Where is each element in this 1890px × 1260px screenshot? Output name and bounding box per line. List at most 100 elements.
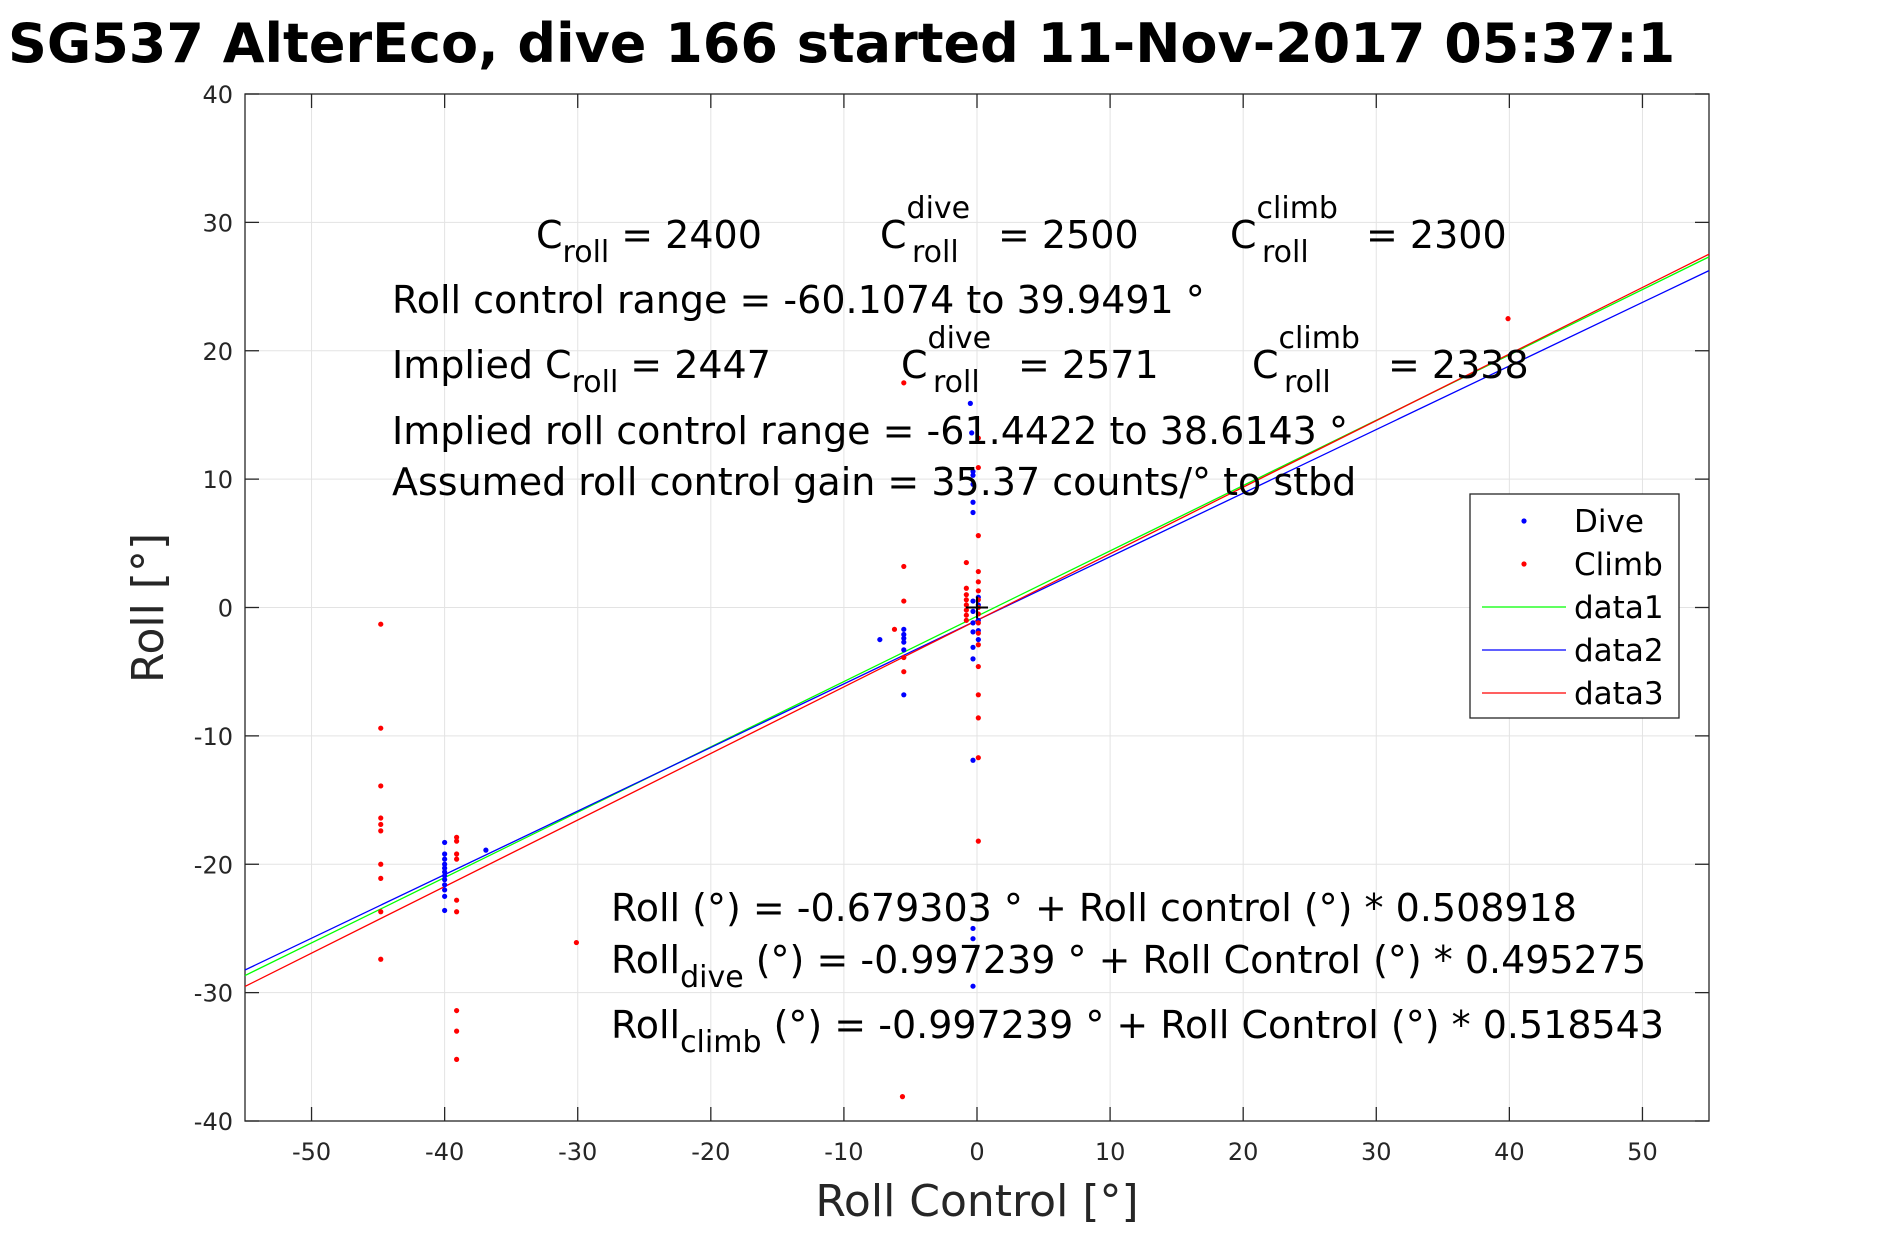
point-dive (970, 936, 976, 942)
point-dive (442, 877, 448, 883)
annotation-fit-dive: Rolldive (°) = -0.997239 ° + Roll Contro… (611, 938, 1646, 995)
annotation-implied-c-dive: Cdive roll = 2571 (901, 321, 1159, 400)
point-climb (963, 592, 969, 598)
point-dive (970, 644, 976, 650)
point-climb (891, 626, 898, 632)
point-dive (970, 598, 976, 604)
annotation-c-roll-dive: Cdive roll = 2500 (880, 191, 1139, 270)
point-dive (901, 631, 907, 638)
point-dive (442, 893, 448, 899)
point-climb (975, 588, 981, 594)
y-axis-label: Roll [°] (123, 533, 174, 683)
point-climb (963, 602, 969, 608)
legend-marker-climb (1521, 561, 1527, 567)
point-climb (454, 856, 460, 862)
point-climb (975, 533, 981, 539)
axis-ticks: -50 -40 -30 -20 -10 0 10 20 30 40 50 -40 -30 -20 -10 0 1… (194, 81, 1709, 1166)
point-climb (454, 838, 460, 844)
y-tick-label: -40 (194, 1108, 233, 1136)
point-climb (378, 828, 384, 834)
point-climb (378, 783, 384, 789)
x-tick-label: 20 (1228, 1138, 1259, 1166)
data-points (378, 316, 1511, 1100)
point-climb (975, 435, 981, 441)
point-dive (970, 472, 976, 478)
point-dive (970, 656, 976, 662)
point-dive (901, 635, 907, 641)
y-tick-label: 30 (202, 209, 233, 237)
point-climb (378, 815, 384, 821)
point-climb (454, 897, 460, 903)
point-climb (975, 630, 981, 636)
point-climb (901, 654, 907, 661)
point-dive (901, 647, 907, 653)
point-dive (877, 636, 883, 643)
annotation-c-roll: Croll = 2400 (536, 213, 762, 270)
point-climb (963, 607, 969, 613)
y-tick-label: 0 (218, 595, 233, 623)
point-climb (975, 663, 981, 670)
annotation-c-roll-climb: Cclimb roll = 2300 (1230, 191, 1507, 270)
x-tick-label: -20 (691, 1138, 730, 1166)
point-dive (975, 636, 981, 643)
point-climb (378, 861, 384, 867)
point-dive (442, 861, 448, 867)
legend-label: Climb (1574, 547, 1663, 583)
point-climb (378, 956, 384, 962)
point-climb (901, 563, 907, 570)
annotation-implied-c-climb: Cclimb roll = 2338 (1252, 321, 1529, 400)
x-axis-label: Roll Control [°] (815, 1176, 1138, 1227)
point-climb (454, 1028, 460, 1034)
point-dive (970, 509, 976, 516)
point-climb (454, 909, 460, 915)
point-climb (975, 715, 981, 721)
point-dive (442, 839, 448, 846)
point-climb (573, 939, 579, 946)
annotation-gain: Assumed roll control gain = 35.37 counts… (392, 460, 1356, 504)
point-dive (970, 629, 976, 635)
point-climb (454, 834, 460, 840)
point-dive (442, 882, 448, 888)
chart-title: SG537 AlterEco, dive 166 started 11-Nov-… (8, 12, 1675, 75)
y-tick-label: 20 (202, 338, 233, 366)
y-tick-label: -30 (194, 980, 233, 1008)
legend-marker-dive (1521, 518, 1527, 524)
x-tick-label: 50 (1627, 1138, 1658, 1166)
annotations: Croll = 2400 Cdive roll = 2500 Cclimb roll = … (392, 191, 1664, 1060)
point-climb (975, 838, 981, 844)
point-dive (442, 907, 448, 914)
point-dive (970, 757, 976, 763)
point-climb (975, 642, 981, 648)
legend-label: data3 (1574, 676, 1664, 712)
point-climb (378, 621, 384, 627)
point-dive (970, 925, 976, 932)
point-climb (963, 597, 969, 603)
point-climb (901, 598, 907, 604)
point-dive (901, 692, 907, 698)
point-dive (970, 620, 976, 626)
point-climb (901, 380, 907, 386)
point-climb (454, 1056, 460, 1062)
point-dive (970, 499, 976, 505)
point-climb (901, 669, 907, 675)
x-tick-label: 30 (1361, 1138, 1392, 1166)
y-tick-label: -20 (194, 851, 233, 879)
point-dive (967, 400, 973, 406)
point-dive (970, 468, 976, 475)
x-tick-label: -40 (425, 1138, 464, 1166)
point-climb (963, 585, 969, 591)
point-dive (901, 626, 907, 632)
annotation-implied-range: Implied roll control range = -61.4422 to… (392, 409, 1348, 453)
annotation-fit-climb: Rollclimb (°) = -0.997239 ° + Roll Contr… (611, 1003, 1664, 1060)
point-dive (483, 847, 489, 853)
annotation-range: Roll control range = -60.1074 to 39.9491… (392, 278, 1205, 322)
point-dive (969, 430, 975, 436)
x-tick-label: 40 (1494, 1138, 1525, 1166)
point-dive (442, 869, 448, 875)
point-climb (378, 909, 384, 915)
point-dive (442, 887, 448, 893)
point-climb (963, 617, 969, 623)
point-dive (442, 856, 448, 862)
legend: Dive Climb data1 data2 data3 (1469, 493, 1680, 719)
